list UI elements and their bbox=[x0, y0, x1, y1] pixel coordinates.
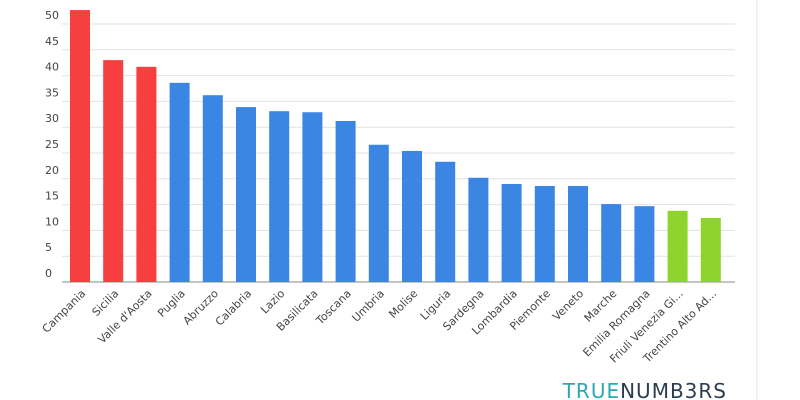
bar bbox=[534, 186, 555, 282]
logo-part: TRUE bbox=[562, 379, 620, 400]
bar bbox=[302, 112, 323, 283]
y-tick-label: 30 bbox=[45, 112, 59, 125]
logo: TRUENUMB3RS bbox=[562, 379, 727, 400]
bar bbox=[568, 186, 588, 282]
x-tick-label: Umbria bbox=[350, 287, 388, 325]
x-tick-label: Toscana bbox=[313, 287, 354, 328]
x-tick-label: Sicilia bbox=[90, 287, 122, 319]
bar bbox=[368, 144, 389, 282]
bar bbox=[601, 204, 622, 282]
bar bbox=[136, 66, 157, 282]
bar bbox=[169, 82, 190, 282]
bar bbox=[468, 177, 489, 282]
y-tick-label: 5 bbox=[45, 241, 52, 254]
bar bbox=[269, 111, 290, 282]
y-tick-label: 50 bbox=[45, 9, 59, 22]
y-tick-label: 35 bbox=[45, 86, 59, 99]
bar bbox=[435, 161, 456, 282]
bar bbox=[103, 60, 124, 283]
bar bbox=[236, 107, 256, 283]
x-tick-label: Veneto bbox=[550, 287, 586, 323]
x-tick-label: Molise bbox=[386, 287, 420, 321]
y-tick-label: 25 bbox=[45, 138, 59, 151]
bar bbox=[667, 210, 688, 282]
y-tick-label: 40 bbox=[45, 61, 59, 74]
bar bbox=[402, 150, 422, 282]
bar bbox=[70, 10, 90, 283]
logo-part: NUMB3RS bbox=[620, 379, 727, 400]
bar bbox=[202, 95, 223, 282]
bar bbox=[634, 206, 655, 282]
y-tick-label: 15 bbox=[45, 190, 59, 203]
y-tick-label: 45 bbox=[45, 35, 59, 48]
bar bbox=[335, 121, 356, 283]
y-tick-label: 20 bbox=[45, 164, 59, 177]
bar bbox=[501, 183, 522, 282]
x-tick-label: Campania bbox=[40, 287, 89, 336]
x-tick-label: Calabria bbox=[213, 287, 254, 328]
y-tick-label: 0 bbox=[45, 267, 52, 280]
y-tick-label: 10 bbox=[45, 215, 59, 228]
x-tick-label: Lazio bbox=[258, 287, 287, 316]
bar bbox=[700, 218, 721, 282]
